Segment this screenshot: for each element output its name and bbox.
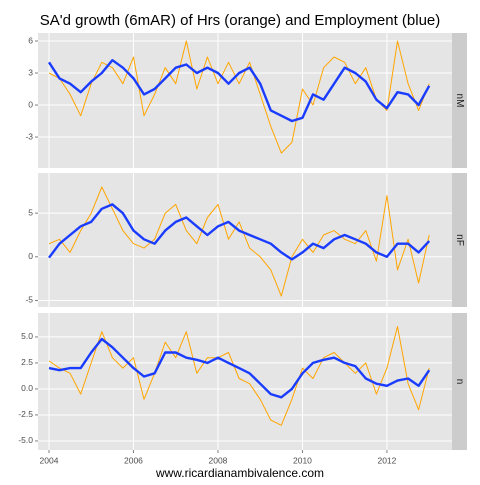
y-tick-label: 5 <box>28 207 33 217</box>
y-tick-label: 3 <box>28 67 33 77</box>
panel-background <box>38 173 452 307</box>
y-tick-label: -3 <box>25 131 33 141</box>
x-tick-label: 2010 <box>293 455 312 465</box>
strip <box>452 33 467 168</box>
x-tick-label: 2006 <box>124 455 143 465</box>
series-line <box>48 326 430 426</box>
y-tick-label: -5 <box>25 295 33 305</box>
x-tick-label: 2008 <box>209 455 228 465</box>
strip <box>452 313 467 450</box>
panel-background <box>38 33 452 168</box>
series-line <box>47 59 431 123</box>
x-tick-label: 2004 <box>40 455 59 465</box>
caption: www.ricardianambivalence.com <box>155 466 324 480</box>
chart-title: SA'd growth (6mAR) of Hrs (orange) and E… <box>40 12 441 29</box>
series-line <box>48 40 430 154</box>
series-line <box>48 203 431 261</box>
strip-label: n <box>454 379 465 385</box>
y-tick-label: 2.5 <box>21 357 33 367</box>
y-tick-label: 0 <box>28 251 33 261</box>
x-tick-label: 2012 <box>377 455 396 465</box>
y-tick-label: -5.0 <box>18 435 33 445</box>
strip-label: nF <box>454 234 465 246</box>
y-tick-label: 0.0 <box>21 383 33 393</box>
strip-label: nM <box>454 94 465 108</box>
strip <box>452 173 467 307</box>
y-tick-label: 6 <box>28 35 33 45</box>
series-line <box>48 186 430 297</box>
y-tick-label: 5.0 <box>21 331 33 341</box>
y-tick-label: 0 <box>28 99 33 109</box>
y-tick-label: -2.5 <box>18 409 33 419</box>
series-line <box>48 337 431 399</box>
